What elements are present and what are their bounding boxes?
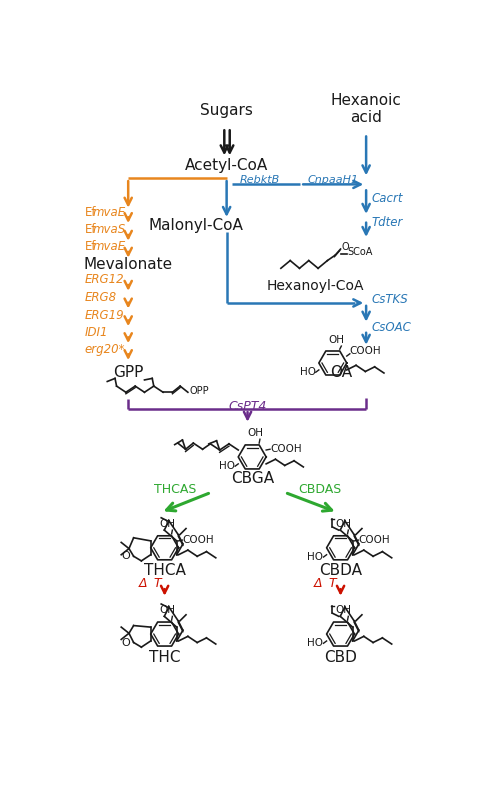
Text: CsOAC: CsOAC [372,321,411,334]
Text: HO: HO [300,367,316,377]
Text: mvaE: mvaE [93,206,126,219]
Text: OH: OH [160,519,176,528]
Text: Cacrt: Cacrt [372,192,403,205]
Text: ERG19: ERG19 [85,309,124,322]
Text: COOH: COOH [359,535,390,545]
Text: HO: HO [308,552,324,562]
Text: THCAS: THCAS [154,483,196,496]
Text: Malonyl-CoA: Malonyl-CoA [148,219,243,234]
Text: OH: OH [336,605,352,615]
Text: ERG8: ERG8 [85,291,117,304]
Text: THC: THC [149,649,180,664]
Text: Ef: Ef [85,223,96,236]
Text: Sugars: Sugars [200,103,253,118]
Text: COOH: COOH [350,345,382,356]
Text: mvaE: mvaE [93,240,126,253]
Text: SCoA: SCoA [348,247,373,257]
Text: THCA: THCA [144,563,186,578]
Text: O: O [122,638,131,648]
Text: GPP: GPP [113,365,144,379]
Text: COOH: COOH [182,535,214,545]
Text: OH: OH [336,519,352,528]
Text: T: T [153,577,161,590]
Text: COOH: COOH [270,444,301,455]
Text: CsTKS: CsTKS [372,293,408,307]
Text: Hexanoic
acid: Hexanoic acid [331,93,402,125]
Text: CBGA: CBGA [230,471,274,486]
Text: Δ: Δ [138,577,147,590]
Text: CsPT4: CsPT4 [228,400,267,413]
Text: OA: OA [330,365,352,379]
Text: OH: OH [160,605,176,615]
Text: Acetyl-CoA: Acetyl-CoA [185,158,268,173]
Text: CBD: CBD [324,649,357,664]
Text: Hexanoyl-CoA: Hexanoyl-CoA [267,279,364,293]
Text: HO: HO [219,461,235,471]
Text: ERG12: ERG12 [85,273,124,287]
Text: O: O [341,242,349,252]
Text: Δ: Δ [314,577,323,590]
Text: OPP: OPP [190,386,209,397]
Text: Ef: Ef [85,240,96,253]
Text: O: O [122,551,131,562]
Text: Tdter: Tdter [372,215,403,229]
Text: OH: OH [328,334,344,345]
Text: RebktB: RebktB [240,175,280,185]
Text: Ef: Ef [85,206,96,219]
Text: CnpaaH1: CnpaaH1 [308,175,359,185]
Text: erg20*: erg20* [85,343,125,356]
Text: Mevalonate: Mevalonate [84,257,173,272]
Text: mvaS: mvaS [93,223,126,236]
Text: CBDAS: CBDAS [298,483,341,496]
Text: HO: HO [308,638,324,649]
Text: T: T [329,577,336,590]
Text: OH: OH [247,428,264,438]
Text: CBDA: CBDA [319,563,362,578]
Text: IDI1: IDI1 [85,326,108,339]
